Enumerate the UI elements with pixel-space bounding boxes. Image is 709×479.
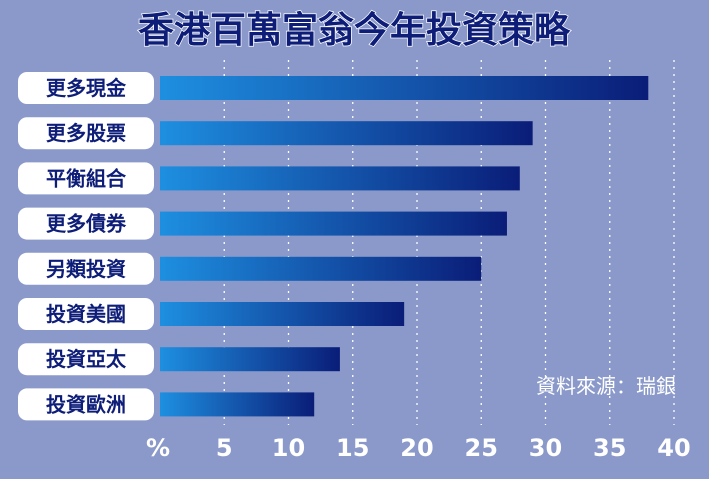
x-axis-ticks: 5 10 15 20 25 30 35 40 (216, 434, 691, 462)
category-label: 更多股票 (46, 121, 126, 145)
category-label-pill (18, 207, 154, 240)
bar-7 (160, 347, 340, 372)
bar-3 (160, 166, 520, 191)
bar-8 (160, 392, 315, 417)
source-note: 資料來源：瑞銀 (536, 374, 676, 398)
x-tick-label: 25 (465, 434, 498, 462)
category-label: 平衡組合 (46, 166, 127, 190)
category-label: 投資歐洲 (46, 392, 126, 416)
category-label: 投資亞太 (46, 347, 127, 371)
category-label: 更多現金 (46, 76, 127, 100)
category-label-pill (18, 388, 154, 421)
bar-1 (160, 76, 649, 100)
category-label-pill (18, 72, 154, 104)
category-label-pill (18, 252, 154, 285)
bars (160, 76, 649, 417)
bar-6 (160, 302, 405, 326)
x-tick-label: 10 (272, 434, 305, 462)
bar-5 (160, 256, 482, 281)
category-label: 另類投資 (46, 257, 126, 281)
category-label-pill (18, 343, 154, 376)
category-label-pill (18, 298, 154, 330)
x-tick-label: 20 (400, 434, 433, 462)
x-tick-label: 40 (657, 434, 690, 462)
x-axis-unit-label: % (146, 434, 170, 462)
bar-2 (160, 121, 533, 146)
x-tick-label: 5 (216, 434, 233, 462)
x-tick-label: 30 (529, 434, 562, 462)
bar-4 (160, 211, 507, 236)
chart-title: 香港百萬富翁今年投資策略 (138, 9, 571, 51)
category-label: 投資美國 (46, 302, 126, 326)
category-label: 更多債券 (46, 212, 127, 236)
x-tick-label: 15 (336, 434, 369, 462)
category-label-pill (18, 162, 154, 195)
gridlines (223, 60, 675, 425)
x-tick-label: 35 (593, 434, 626, 462)
category-label-pill (18, 117, 154, 150)
